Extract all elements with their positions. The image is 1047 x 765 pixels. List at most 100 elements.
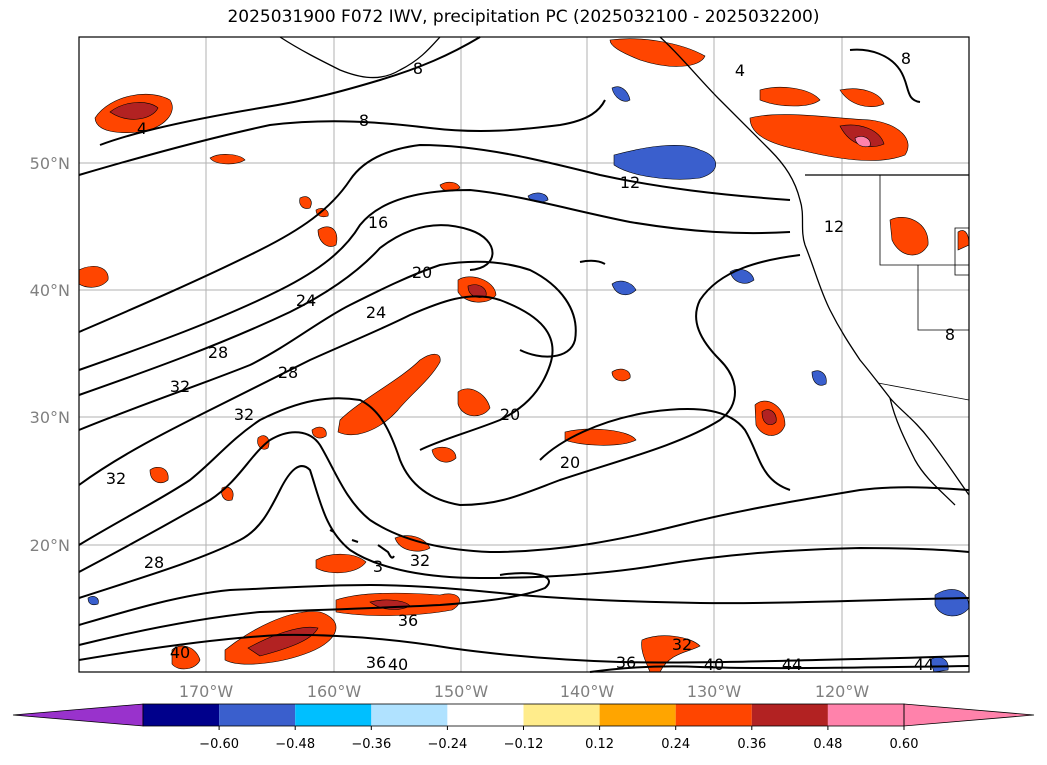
contour-label: 32 [234,405,254,424]
precip-blob [317,226,338,247]
precip-blob [759,86,821,107]
precip-blob [564,428,637,446]
contour-line [579,259,606,265]
contour-label: 32 [410,551,430,570]
colorbar-segment [675,704,752,726]
contour-label: 28 [144,553,164,572]
colorbar-tick-label: 0.48 [813,737,842,752]
precip-neg-blob [611,86,631,102]
contour-label: 4 [137,119,147,138]
map-panel: 4 8 8 4 12 12 16 20 24 24 28 28 32 32 32… [78,36,970,674]
contour-line [78,465,970,599]
colorbar-tick-label: 0.60 [890,737,919,752]
lat-label: 20°N [30,536,70,555]
precip-blob [457,388,491,417]
precip-blob [889,216,929,256]
contour-label: 20 [560,453,580,472]
contour-label: 28 [208,343,228,362]
lat-axis: 50°N 40°N 30°N 20°N [30,154,70,555]
contour-label: 40 [704,655,724,674]
lon-label: 120°W [815,682,870,701]
colorbar-segment [599,704,676,726]
precip-blob [171,645,201,670]
colorbar-segment [751,704,828,726]
lon-label: 140°W [560,682,615,701]
lon-label: 130°W [687,682,742,701]
contour-label: 36 [398,611,418,630]
precip-blob [311,426,327,439]
colorbar-segment [827,704,904,726]
colorbar-segment [143,704,220,726]
lat-label: 40°N [30,281,70,300]
contour-label: 4 [735,61,745,80]
contour-label: 8 [359,111,369,130]
colorbar-tick-label: −0.24 [427,737,467,752]
colorbar-tick-label: −0.48 [275,737,315,752]
contour-line [78,572,550,646]
contour-label: 36 [366,653,386,672]
colorbar-tick-label: −0.60 [199,737,239,752]
colorbar-tick-label: −0.12 [504,737,544,752]
contour-line [78,99,606,176]
contour-label: 8 [945,325,955,344]
colorbar-segment [447,704,524,726]
precip-neg-blob [934,589,970,617]
contour-label: 3 [373,557,383,576]
precip-neg-blob [613,145,717,180]
precip-neg-blob [929,657,949,673]
contour-label: 32 [170,377,190,396]
us-west-coast [804,244,970,496]
precip-neg-blob [611,280,637,296]
colorbar-segment [219,704,296,726]
precip-core [839,124,885,147]
colorbar: −0.60 −0.48 −0.36 −0.24 −0.12 0.12 0.24 0.36 0.4… [12,703,1035,752]
contour-line [78,583,970,626]
precip-pink [854,136,871,148]
contour-label: 8 [901,49,911,68]
border-mexico [877,382,970,401]
iwv-contours [78,36,970,673]
colorbar-tick-label: 0.12 [585,737,614,752]
precip-blob [839,88,885,107]
precip-blob [439,181,461,192]
lat-label: 50°N [30,154,70,173]
colorbar-segment [295,704,372,726]
precip-blob [299,196,312,209]
alaska-coast [279,36,441,79]
colorbar-segment [371,704,448,726]
colorbar-tick-label: 0.36 [737,737,766,752]
precip-blob [257,435,270,450]
contour-line [78,254,801,546]
contour-label: 32 [672,635,692,654]
colorbar-extend-high [903,703,1035,727]
precip-blob [431,446,457,463]
contour-line [99,36,481,146]
lon-label: 150°W [434,682,489,701]
colorbar-tick-label: −0.36 [351,737,391,752]
precip-blob [315,553,367,574]
contour-label: 32 [106,469,126,488]
contour-labels: 4 8 8 4 12 12 16 20 24 24 28 28 32 32 32… [106,49,955,674]
lon-label: 170°W [179,682,234,701]
precip-blob [749,114,909,161]
contour-label: 44 [914,655,934,674]
precip-blob [611,368,631,382]
contour-label: 24 [296,291,316,310]
lon-axis: 170°W 160°W 150°W 140°W 130°W 120°W [179,682,870,701]
plot-title: 2025031900 F072 IWV, precipitation PC (2… [227,7,820,27]
precip-blob [209,154,246,165]
contour-label: 20 [500,405,520,424]
colorbar-segment [523,704,600,726]
baja-coast [889,397,956,506]
contour-label: 44 [782,655,802,674]
contour-label: 40 [170,643,190,662]
precip-blob [149,467,169,483]
contour-label: 24 [366,303,386,322]
contour-label: 36 [616,653,636,672]
precip-neg-blob [811,370,827,386]
canada-coast [659,36,806,246]
contour-line [78,431,970,573]
contour-label: 12 [824,217,844,236]
precip-core [109,102,159,120]
